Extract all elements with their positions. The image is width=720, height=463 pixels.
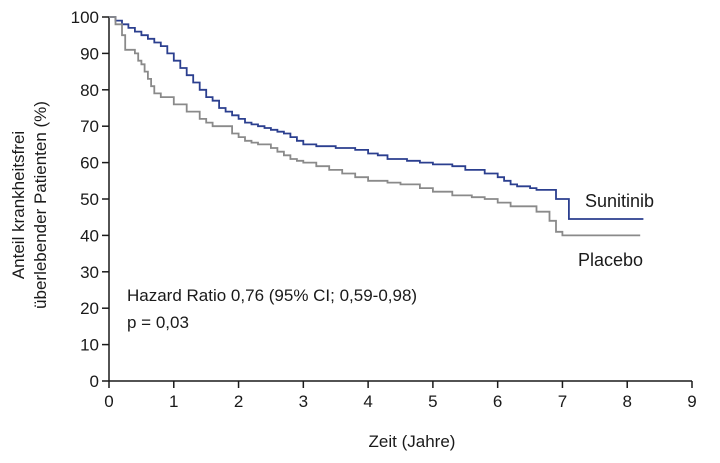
- y-axis-title: Anteil krankheitsfrei überlebender Patie…: [9, 101, 50, 309]
- x-axis: 0 1 2 3 4 5 6 7 8 9: [104, 380, 697, 411]
- series-lines: [109, 16, 644, 237]
- y-tick-label: 20: [80, 299, 99, 318]
- series-line-placebo: [109, 16, 641, 237]
- y-tick-label: 60: [80, 154, 99, 173]
- x-tick-label: 7: [558, 392, 567, 411]
- y-tick-label: 10: [80, 336, 99, 355]
- x-tick-label: 3: [299, 392, 308, 411]
- y-tick-label: 90: [80, 44, 99, 63]
- y-tick-label: 70: [80, 117, 99, 136]
- y-tick-label: 100: [71, 8, 99, 27]
- x-tick-label: 9: [687, 392, 696, 411]
- y-tick-label: 50: [80, 190, 99, 209]
- series-label-placebo: Placebo: [578, 250, 643, 270]
- y-tick-label: 30: [80, 263, 99, 282]
- x-tick-label: 0: [104, 392, 113, 411]
- y-tick-label: 80: [80, 81, 99, 100]
- x-tick-label: 1: [169, 392, 178, 411]
- series-line-sunitinib: [109, 16, 644, 220]
- x-tick-label: 2: [234, 392, 243, 411]
- p-value-annotation: p = 0,03: [127, 313, 189, 332]
- x-axis-title: Zeit (Jahre): [369, 432, 456, 451]
- y-tick-label: 0: [90, 372, 99, 391]
- hazard-ratio-annotation: Hazard Ratio 0,76 (95% CI; 0,59-0,98): [127, 286, 417, 305]
- y-tick-label: 40: [80, 226, 99, 245]
- y-axis: 0 10 20 30 40 50 60 70 80 90 100: [71, 8, 110, 391]
- series-label-sunitinib: Sunitinib: [585, 191, 654, 211]
- x-tick-label: 5: [428, 392, 437, 411]
- x-tick-label: 4: [363, 392, 372, 411]
- y-axis-title-line-1: Anteil krankheitsfrei: [9, 131, 28, 279]
- x-tick-label: 8: [622, 392, 631, 411]
- y-axis-title-line-2: überlebender Patienten (%): [31, 101, 50, 309]
- x-tick-label: 6: [493, 392, 502, 411]
